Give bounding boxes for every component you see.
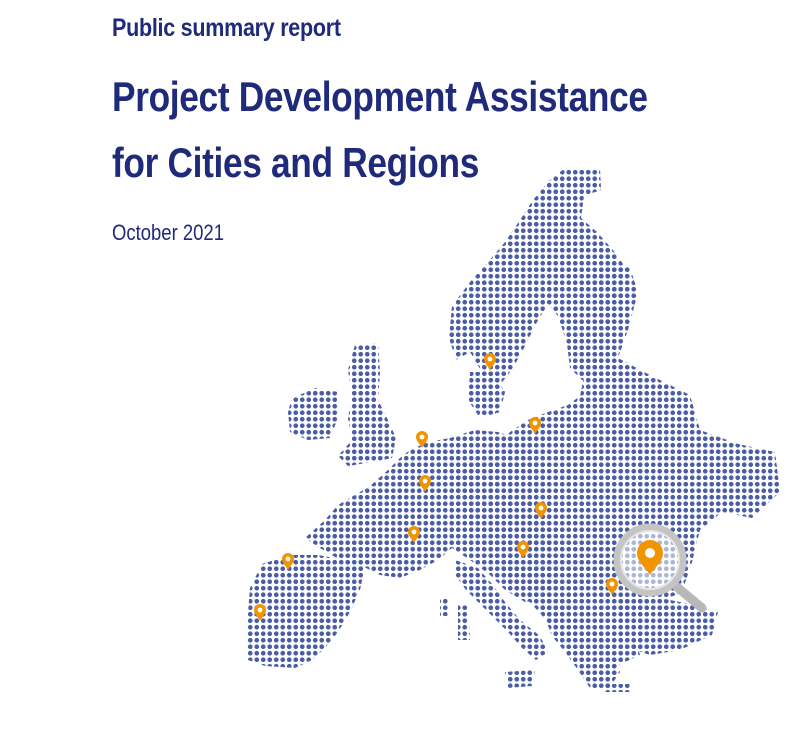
report-type-label: Public summary report	[112, 14, 341, 42]
report-title-line-2: for Cities and Regions	[112, 139, 480, 186]
scandinavia-region	[449, 168, 626, 385]
highlighted-map-pin-icon	[637, 540, 663, 575]
magnifying-glass-icon	[613, 523, 707, 613]
map-pin-icon	[416, 431, 428, 448]
island-corsica	[440, 598, 448, 616]
map-pin-icon	[484, 353, 496, 370]
map-pin-icon	[254, 604, 266, 621]
report-date: October 2021	[112, 220, 224, 245]
map-pin-icon	[535, 502, 547, 519]
western-europe-region	[305, 430, 560, 602]
island-crete	[605, 684, 631, 692]
italy-region	[455, 560, 548, 660]
location-pins	[254, 353, 618, 621]
great-britain-region	[338, 343, 396, 466]
map-pin-icon	[517, 541, 529, 558]
europe-map-shapes	[246, 168, 780, 692]
ireland-region	[288, 388, 338, 440]
sicily-region	[505, 670, 535, 688]
map-pin-icon	[282, 553, 294, 570]
map-pin-icon	[606, 578, 618, 595]
map-pin-icon	[529, 417, 541, 434]
report-title-line-1: Project Development Assistance	[112, 73, 648, 120]
balkans-region	[540, 598, 620, 690]
denmark-region	[468, 372, 505, 418]
report-title: Project Development Assistance for Citie…	[112, 64, 648, 196]
sardinia-region	[458, 605, 470, 640]
iberia-region	[246, 555, 365, 668]
turkey-region	[620, 598, 718, 655]
map-pin-icon	[408, 526, 420, 543]
map-pin-icon	[419, 475, 431, 492]
